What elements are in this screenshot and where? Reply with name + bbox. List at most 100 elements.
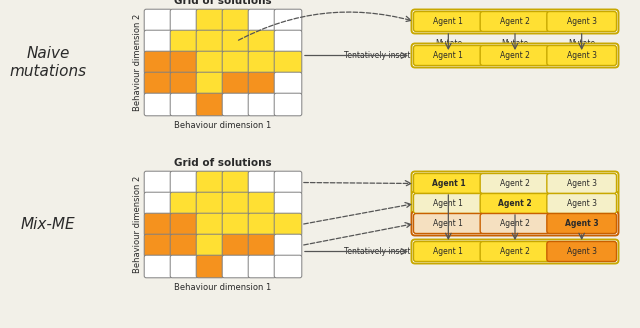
Text: Grid of solutions: Grid of solutions <box>174 0 272 6</box>
FancyBboxPatch shape <box>274 9 302 32</box>
FancyBboxPatch shape <box>196 255 224 278</box>
Text: Agent 3: Agent 3 <box>566 51 596 60</box>
FancyBboxPatch shape <box>274 51 302 74</box>
FancyBboxPatch shape <box>144 72 172 95</box>
FancyBboxPatch shape <box>170 51 198 74</box>
FancyBboxPatch shape <box>413 214 483 234</box>
FancyBboxPatch shape <box>144 255 172 278</box>
Text: Agent 2: Agent 2 <box>500 51 530 60</box>
Text: Agent 1: Agent 1 <box>433 219 463 228</box>
FancyBboxPatch shape <box>480 46 550 66</box>
FancyBboxPatch shape <box>144 192 172 215</box>
Text: Behaviour dimension 2: Behaviour dimension 2 <box>132 14 141 111</box>
FancyBboxPatch shape <box>222 255 250 278</box>
FancyBboxPatch shape <box>274 72 302 95</box>
FancyBboxPatch shape <box>412 44 618 68</box>
FancyBboxPatch shape <box>196 93 224 116</box>
Text: Agent 1: Agent 1 <box>433 51 463 60</box>
Text: Agent 3: Agent 3 <box>566 199 596 208</box>
FancyBboxPatch shape <box>547 46 616 66</box>
FancyBboxPatch shape <box>170 234 198 257</box>
Text: Agent 2: Agent 2 <box>500 219 530 228</box>
FancyBboxPatch shape <box>413 174 483 194</box>
Text: Agent 2: Agent 2 <box>500 179 530 188</box>
FancyBboxPatch shape <box>144 234 172 257</box>
Text: Agent 3: Agent 3 <box>565 219 598 228</box>
FancyBboxPatch shape <box>480 194 550 214</box>
Text: Agent 1: Agent 1 <box>433 247 463 256</box>
FancyBboxPatch shape <box>196 72 224 95</box>
FancyBboxPatch shape <box>222 213 250 236</box>
FancyBboxPatch shape <box>248 192 276 215</box>
FancyBboxPatch shape <box>412 10 618 33</box>
Text: Tentatively insert: Tentatively insert <box>344 247 411 256</box>
FancyBboxPatch shape <box>144 171 172 194</box>
Text: Mutate: Mutate <box>568 39 595 48</box>
FancyBboxPatch shape <box>547 11 616 31</box>
FancyBboxPatch shape <box>144 51 172 74</box>
Text: Agent 2: Agent 2 <box>500 17 530 26</box>
FancyBboxPatch shape <box>222 234 250 257</box>
FancyBboxPatch shape <box>196 234 224 257</box>
FancyBboxPatch shape <box>248 255 276 278</box>
FancyBboxPatch shape <box>222 72 250 95</box>
FancyBboxPatch shape <box>144 30 172 53</box>
Text: Naive
mutations: Naive mutations <box>10 46 86 79</box>
Text: Agent 3: Agent 3 <box>566 179 596 188</box>
FancyBboxPatch shape <box>170 192 198 215</box>
FancyBboxPatch shape <box>274 93 302 116</box>
Text: Mutate: Mutate <box>501 39 529 48</box>
FancyBboxPatch shape <box>413 194 483 214</box>
FancyBboxPatch shape <box>413 46 483 66</box>
FancyBboxPatch shape <box>170 93 198 116</box>
Text: Agent 1: Agent 1 <box>431 179 465 188</box>
FancyBboxPatch shape <box>248 9 276 32</box>
FancyBboxPatch shape <box>480 214 550 234</box>
FancyBboxPatch shape <box>547 174 616 194</box>
FancyBboxPatch shape <box>412 212 618 236</box>
Text: Agent 2: Agent 2 <box>500 247 530 256</box>
Text: Tentatively insert: Tentatively insert <box>344 51 411 60</box>
FancyBboxPatch shape <box>196 51 224 74</box>
FancyBboxPatch shape <box>144 9 172 32</box>
FancyBboxPatch shape <box>170 9 198 32</box>
FancyBboxPatch shape <box>222 30 250 53</box>
Text: Agent 2: Agent 2 <box>498 199 532 208</box>
FancyBboxPatch shape <box>222 9 250 32</box>
FancyBboxPatch shape <box>248 93 276 116</box>
FancyBboxPatch shape <box>170 213 198 236</box>
FancyBboxPatch shape <box>196 30 224 53</box>
Text: Agent 3: Agent 3 <box>566 17 596 26</box>
FancyBboxPatch shape <box>274 213 302 236</box>
Text: Agent 1: Agent 1 <box>433 17 463 26</box>
FancyBboxPatch shape <box>222 93 250 116</box>
FancyBboxPatch shape <box>222 51 250 74</box>
FancyBboxPatch shape <box>412 172 618 195</box>
FancyBboxPatch shape <box>144 93 172 116</box>
FancyBboxPatch shape <box>274 30 302 53</box>
Text: Behaviour dimension 2: Behaviour dimension 2 <box>132 176 141 273</box>
FancyBboxPatch shape <box>144 213 172 236</box>
FancyBboxPatch shape <box>248 213 276 236</box>
FancyBboxPatch shape <box>547 214 616 234</box>
FancyBboxPatch shape <box>170 72 198 95</box>
FancyBboxPatch shape <box>413 241 483 261</box>
FancyBboxPatch shape <box>248 30 276 53</box>
FancyBboxPatch shape <box>480 241 550 261</box>
FancyBboxPatch shape <box>170 30 198 53</box>
FancyBboxPatch shape <box>170 255 198 278</box>
FancyBboxPatch shape <box>412 192 618 215</box>
FancyBboxPatch shape <box>274 255 302 278</box>
Text: Behaviour dimension 1: Behaviour dimension 1 <box>174 121 271 130</box>
FancyBboxPatch shape <box>274 192 302 215</box>
FancyBboxPatch shape <box>547 194 616 214</box>
FancyBboxPatch shape <box>222 192 250 215</box>
FancyBboxPatch shape <box>170 171 198 194</box>
FancyBboxPatch shape <box>480 11 550 31</box>
Text: Mix-ME: Mix-ME <box>20 217 76 232</box>
FancyBboxPatch shape <box>248 51 276 74</box>
FancyBboxPatch shape <box>196 192 224 215</box>
Text: Agent 1: Agent 1 <box>433 199 463 208</box>
FancyBboxPatch shape <box>412 239 618 263</box>
FancyBboxPatch shape <box>480 174 550 194</box>
